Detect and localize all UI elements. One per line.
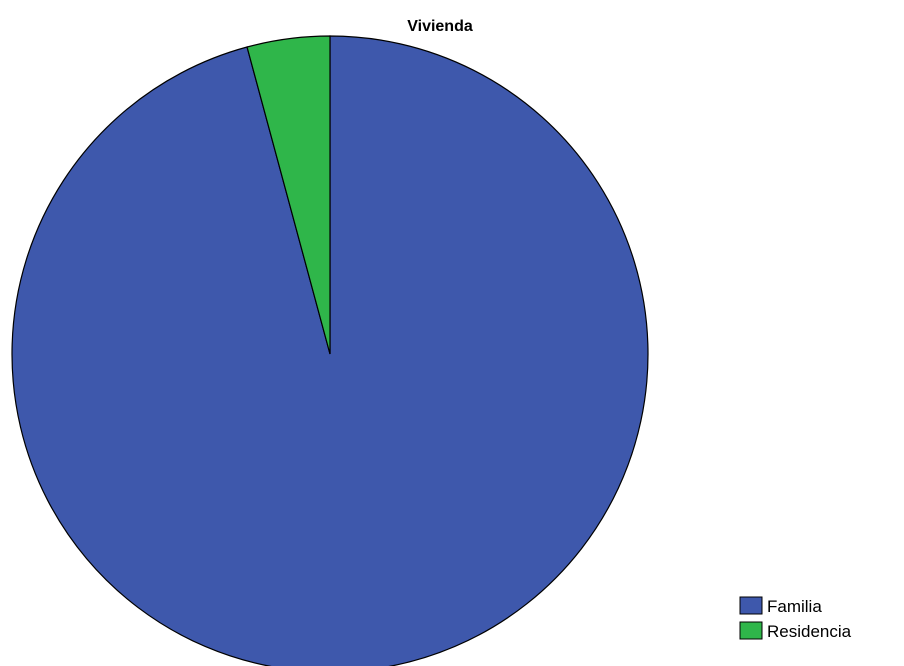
chart-title: Vivienda	[407, 18, 473, 35]
pie-slices	[11, 35, 649, 666]
legend: Familia Residencia	[739, 596, 852, 641]
pie-slice-familia	[11, 35, 649, 666]
legend-swatch-familia	[739, 596, 763, 615]
legend-label-residencia: Residencia	[767, 622, 852, 641]
pie-slice-residencia	[246, 35, 331, 355]
legend-label-familia: Familia	[767, 597, 822, 616]
legend-swatch-residencia	[739, 621, 763, 640]
